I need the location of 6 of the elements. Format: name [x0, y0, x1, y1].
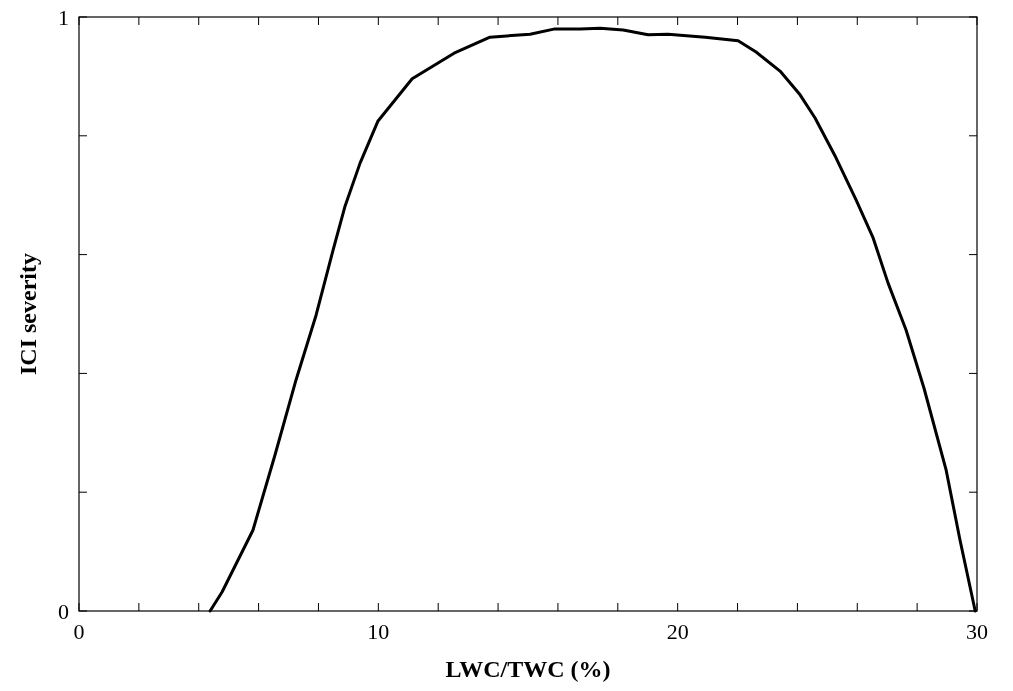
x-axis-title: LWC/TWC (%) — [445, 656, 611, 682]
x-tick-label: 30 — [966, 619, 988, 644]
x-tick-label: 10 — [367, 619, 390, 644]
y-axis-title: ICI severity — [15, 253, 41, 375]
y-tick-label: 1 — [58, 4, 69, 30]
x-tick-label: 20 — [666, 619, 689, 644]
